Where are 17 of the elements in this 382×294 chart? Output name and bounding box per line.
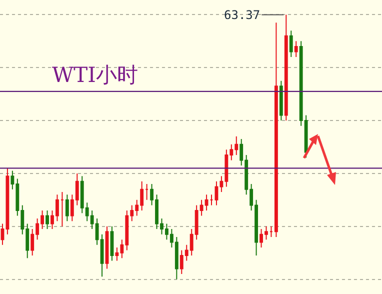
candlestick [145, 184, 149, 200]
candlestick [270, 226, 273, 238]
candlestick [279, 80, 283, 122]
text: WTI小时 [52, 63, 138, 87]
candlestick [284, 14, 288, 122]
candlestick [0, 223, 4, 246]
candlestick [105, 226, 109, 270]
candlestick [6, 168, 10, 235]
candlestick [274, 22, 278, 238]
candlestick [65, 194, 69, 222]
candlestick [289, 30, 293, 58]
candlestick [46, 210, 49, 230]
candlestick [60, 191, 64, 227]
annotation: 63.37 [224, 8, 260, 22]
candlestick [110, 226, 114, 262]
candlestick [294, 40, 298, 58]
candlestick [210, 194, 214, 206]
